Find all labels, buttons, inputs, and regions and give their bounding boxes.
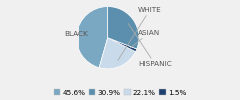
Text: ASIAN: ASIAN [131,30,160,48]
Text: BLACK: BLACK [64,31,88,37]
Wedge shape [108,38,137,52]
Text: WHITE: WHITE [118,7,162,60]
Wedge shape [77,7,108,68]
Wedge shape [99,38,136,69]
Legend: 45.6%, 30.9%, 22.1%, 1.5%: 45.6%, 30.9%, 22.1%, 1.5% [53,89,187,96]
Text: HISPANIC: HISPANIC [128,24,172,67]
Wedge shape [108,7,139,49]
